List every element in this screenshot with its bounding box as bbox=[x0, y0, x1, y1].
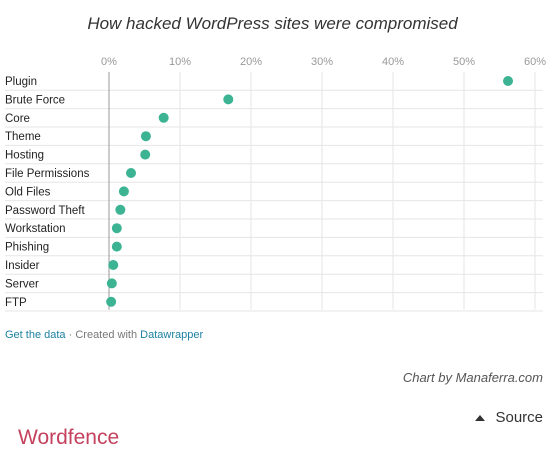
category-label: Insider bbox=[5, 260, 40, 272]
triangle-up-icon bbox=[475, 414, 486, 421]
category-label: File Permissions bbox=[5, 168, 90, 180]
category-label: Plugin bbox=[5, 76, 37, 88]
category-label: Phishing bbox=[5, 242, 49, 254]
data-point bbox=[140, 149, 151, 160]
chart-footer: Get the data · Created with Datawrapper bbox=[5, 329, 203, 341]
wordfence-logo: Wordfence bbox=[18, 426, 120, 449]
created-with-text: Created with bbox=[75, 329, 138, 341]
footer-separator: · bbox=[68, 329, 73, 341]
chart-credit: Chart by Manaferra.com bbox=[402, 370, 543, 385]
category-label: Theme bbox=[5, 131, 41, 143]
x-tick-label: 30% bbox=[311, 56, 333, 68]
chart-title: How hacked WordPress sites were compromi… bbox=[87, 14, 458, 33]
x-tick-label: 60% bbox=[524, 56, 546, 68]
category-label: Core bbox=[5, 113, 30, 125]
data-point bbox=[126, 168, 137, 178]
data-point bbox=[118, 186, 129, 197]
x-tick-label: 0% bbox=[101, 56, 117, 68]
category-label: Server bbox=[5, 278, 39, 290]
datawrapper-link[interactable]: Datawrapper bbox=[140, 329, 204, 341]
data-point bbox=[158, 112, 169, 123]
category-label: Hosting bbox=[5, 150, 44, 162]
data-point bbox=[115, 204, 126, 215]
category-label: FTP bbox=[5, 297, 27, 309]
x-tick-label: 20% bbox=[240, 56, 262, 68]
category-label: Password Theft bbox=[5, 205, 85, 217]
data-point bbox=[503, 76, 514, 86]
x-tick-label: 10% bbox=[169, 56, 191, 68]
data-point bbox=[108, 260, 119, 270]
x-tick-label: 50% bbox=[453, 56, 475, 68]
data-point bbox=[111, 223, 122, 234]
data-point bbox=[111, 241, 122, 252]
dot-plot-chart: 0% 10% 20% 30% 40% 50% 60% Plugin Brute Force Cor… bbox=[5, 56, 546, 312]
category-label: Brute Force bbox=[5, 94, 65, 106]
data-point bbox=[140, 131, 151, 142]
get-data-link[interactable]: Get the data bbox=[5, 329, 66, 341]
x-tick-label: 40% bbox=[382, 56, 404, 68]
data-point bbox=[223, 94, 234, 105]
data-point bbox=[106, 278, 117, 289]
category-label: Old Files bbox=[5, 186, 51, 198]
source-label: Source bbox=[495, 409, 543, 426]
category-label: Workstation bbox=[5, 223, 66, 235]
data-point bbox=[106, 296, 117, 307]
source-toggle[interactable]: Source bbox=[475, 409, 543, 426]
